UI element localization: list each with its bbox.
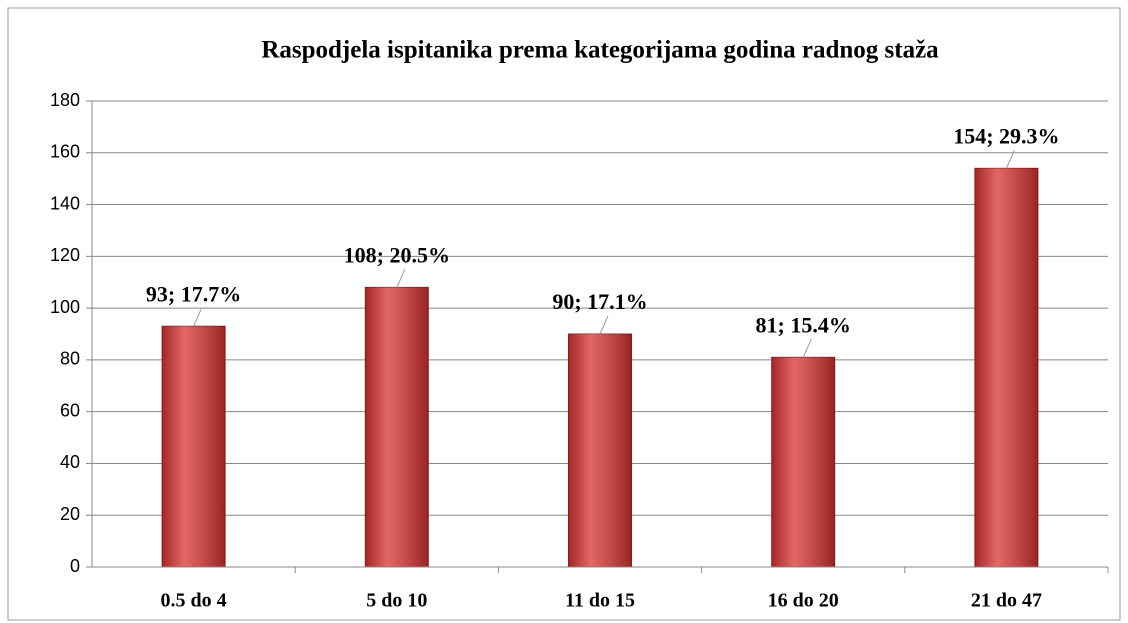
label-leader	[1005, 150, 1015, 169]
chart-title: Raspodjela ispitanika prema kategorijama…	[261, 37, 939, 64]
x-tick-label: 21 do 47	[971, 590, 1042, 612]
y-tick-label: 140	[50, 193, 80, 213]
label-leader	[396, 269, 406, 288]
y-tick-label: 160	[50, 142, 80, 162]
y-tick-label: 20	[60, 504, 80, 524]
y-tick-label: 0	[70, 556, 80, 576]
y-tick-label: 180	[50, 90, 80, 110]
bar-shading	[974, 168, 1038, 568]
data-label: 154; 29.3%	[953, 123, 1059, 148]
x-tick-label: 0.5 do 4	[161, 590, 227, 612]
bar-shading	[568, 334, 632, 567]
label-leader	[599, 315, 609, 335]
data-label: 81; 15.4%	[756, 312, 851, 337]
data-label: 108; 20.5%	[344, 242, 450, 267]
data-label: 93; 17.7%	[146, 281, 241, 306]
x-tick-label: 11 do 15	[565, 590, 635, 612]
y-tick-label: 100	[50, 297, 80, 317]
bar-shading	[771, 357, 835, 567]
y-tick-label: 40	[60, 452, 80, 472]
y-tick-label: 120	[50, 245, 80, 265]
data-label: 90; 17.1%	[552, 289, 647, 314]
x-tick-label: 5 do 10	[366, 590, 427, 612]
bar-shading	[365, 287, 429, 567]
y-tick-label: 60	[60, 400, 80, 420]
label-leader	[193, 308, 203, 327]
y-tick-label: 80	[60, 349, 80, 369]
bar-shading	[162, 326, 226, 567]
x-tick-label: 16 do 20	[768, 590, 839, 612]
label-leader	[802, 339, 812, 358]
